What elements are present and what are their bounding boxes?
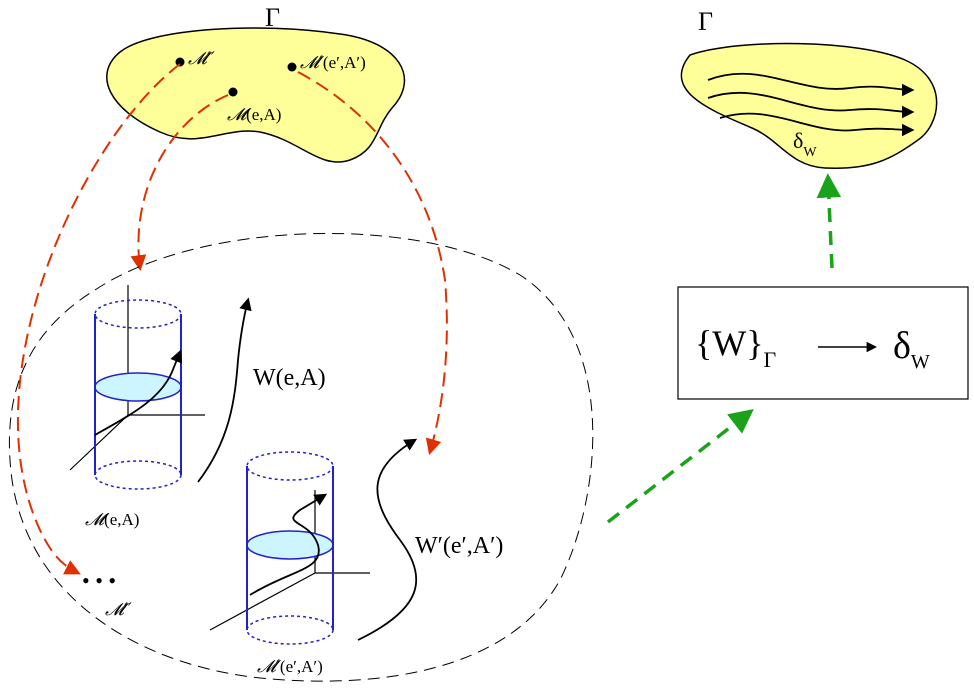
cyl1-top	[94, 299, 182, 329]
worldline-w	[197, 297, 252, 483]
mapping-arrow-m-double-prime	[16, 63, 181, 575]
cyl2-trajectory	[249, 493, 328, 596]
cyl1-axis-diagonal	[69, 414, 129, 471]
cylinder-m-prime: 𝓜′(e′,A′)	[209, 451, 370, 677]
cyl2-slice	[246, 530, 334, 560]
cyl2-bottom	[246, 615, 334, 645]
flow-line-1	[707, 72, 915, 97]
cylinder-m: 𝓜(e,A)	[69, 285, 205, 530]
cyl2-axis-diagonal	[209, 572, 316, 631]
flow-arrows	[606, 173, 842, 524]
left-gamma-label: Γ	[265, 3, 280, 32]
box-delta-label: δW	[893, 325, 930, 373]
worldline-w-prime	[357, 438, 418, 641]
ensemble-to-flow-box: {W}Γ δW	[677, 286, 969, 400]
mapping-arrows	[16, 63, 448, 575]
point-m-double-prime	[175, 57, 185, 67]
left-region-blob	[106, 27, 406, 163]
point-m	[228, 87, 238, 97]
box-to-flow-arrow	[816, 173, 842, 269]
box-set-label: {W}Γ	[695, 323, 777, 372]
worldline-w-label: W(e,A)	[253, 365, 326, 391]
right-gamma-label: Γ	[698, 7, 713, 36]
left-phase-region: Γ 𝓜′′ 𝓜(e,A) 𝓜′(e′,A′)	[106, 3, 406, 163]
ensemble-circle	[8, 232, 594, 682]
cyl1-bottom	[94, 460, 182, 490]
point-m-label: 𝓜(e,A)	[227, 105, 281, 125]
right-phase-region: Γ δW	[680, 7, 938, 169]
point-m-prime	[287, 62, 297, 72]
box-frame	[677, 286, 969, 400]
cyl1-label: 𝓜(e,A)	[85, 510, 139, 530]
other-ensembles-label: 𝓜′′	[105, 600, 132, 620]
cyl1-trajectory	[94, 349, 183, 436]
mapping-arrow-m	[130, 94, 229, 272]
flow-line-2	[707, 91, 915, 119]
ellipsis: • • •	[82, 568, 116, 593]
cyl1-slice	[94, 372, 182, 402]
cyl2-label: 𝓜′(e′,A′)	[257, 657, 323, 677]
flow-delta-label: δW	[793, 128, 817, 160]
point-m-prime-label: 𝓜′(e′,A′)	[300, 53, 366, 73]
point-m-double-prime-label: 𝓜′′	[188, 49, 215, 69]
flow-line-3	[719, 112, 915, 137]
ensemble-to-box-arrow	[606, 408, 754, 524]
mapping-arrow-m-prime	[297, 71, 448, 456]
worldline-w-prime-label: W′(e′,A′)	[415, 533, 503, 559]
cyl2-top	[246, 451, 334, 481]
